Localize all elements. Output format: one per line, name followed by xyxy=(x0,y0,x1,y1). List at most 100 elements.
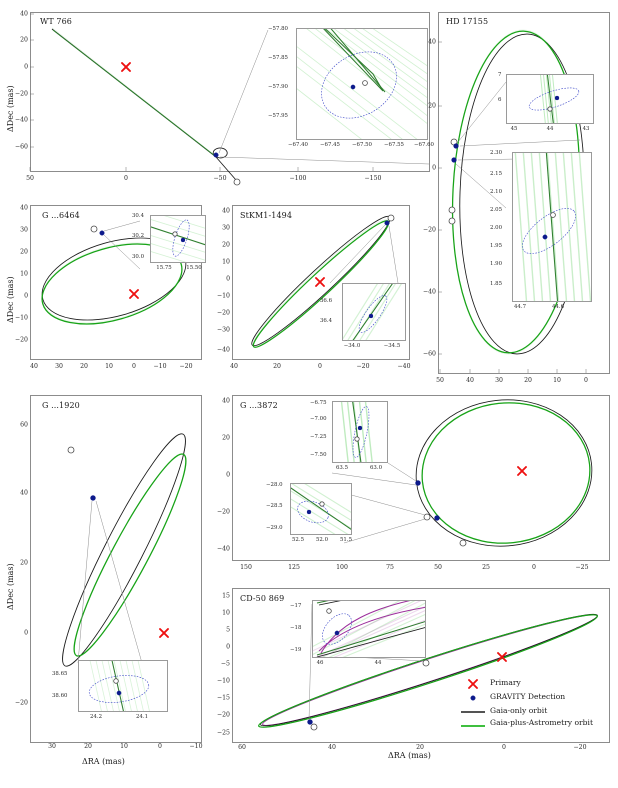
orbit-plot-g1920 xyxy=(62,433,187,667)
x-tick: 40 xyxy=(466,377,474,384)
y-tick: −20 xyxy=(14,336,28,344)
gravity-detection-point xyxy=(453,143,459,149)
x-tick: −25 xyxy=(575,564,589,571)
y-tick: 20 xyxy=(20,559,28,567)
plot-frame xyxy=(232,205,410,360)
inset-y-tick: 2.05 xyxy=(490,207,503,213)
x-tick: 100 xyxy=(336,564,348,571)
node-marker xyxy=(387,214,395,222)
inset-x-tick: 24.1 xyxy=(135,714,149,720)
inset-g1920: 38.65 38.60 24.2 24.1 xyxy=(52,660,172,728)
inset-g3872-upper: −6.75 −7.00 −7.25 −7.50 63.5 63.0 xyxy=(310,400,392,477)
inset-x-tick: 44 xyxy=(546,126,554,132)
inset-x-tick: 44.7 xyxy=(513,304,527,310)
green-line-icon xyxy=(461,725,485,727)
inset-leader-line xyxy=(103,234,141,270)
x-tick: 0 xyxy=(584,377,588,384)
inset-y-tick: −57.85 xyxy=(268,55,288,61)
gaia-plus-astrometry-orbit xyxy=(73,453,187,657)
x-tick: −150 xyxy=(364,175,382,182)
inset-y-tick: 6 xyxy=(498,97,502,103)
inset-leader-line xyxy=(218,29,269,154)
y-tick: 40 xyxy=(428,38,436,46)
inset-y-tick: 30.4 xyxy=(132,213,145,219)
x-tick: −20 xyxy=(179,363,193,370)
inset-y-tick: 2.00 xyxy=(490,225,503,231)
node-marker xyxy=(354,436,360,442)
y-tick: −40 xyxy=(14,116,28,124)
x-tick: 30 xyxy=(495,377,503,384)
x-tick: −10 xyxy=(189,743,203,750)
inset-plot xyxy=(313,601,425,657)
node-marker xyxy=(233,178,241,186)
y-tick: 40 xyxy=(20,489,28,497)
panel-title: G ...1920 xyxy=(42,401,80,410)
gravity-detection-point xyxy=(415,480,421,486)
plot-frame xyxy=(232,588,610,743)
error-ellipse xyxy=(321,51,397,119)
x-tick: −40 xyxy=(397,363,411,370)
panel-hd17155: HD 17155 40 20 0 −20 −40 −60 50 40 30 20… xyxy=(423,12,610,384)
node-marker xyxy=(459,539,467,547)
orbit-segment xyxy=(318,606,425,652)
y-tick: 0 xyxy=(24,292,28,300)
y-tick: −60 xyxy=(422,350,436,358)
y-tick: 0 xyxy=(226,471,230,479)
x-tick: 40 xyxy=(30,363,38,370)
inset-y-tick: −7.25 xyxy=(310,434,327,440)
y-tick: −10 xyxy=(14,314,28,322)
x-tick: 150 xyxy=(240,564,252,571)
inset-plot xyxy=(151,216,205,262)
figure-legend: Primary GRAVITY Detection Gaia-only orbi… xyxy=(460,678,606,736)
y-tick: −25 xyxy=(216,729,230,737)
legend-label: Gaia-only orbit xyxy=(490,706,548,715)
inset-y-tick: 2.15 xyxy=(490,171,503,177)
legend-label: GRAVITY Detection xyxy=(490,692,566,701)
x-tick: −100 xyxy=(289,175,307,182)
x-tick: 10 xyxy=(553,377,561,384)
panel-title: G ...6464 xyxy=(42,211,80,220)
inset-y-tick: −18 xyxy=(290,625,302,631)
inset-y-tick: −29.0 xyxy=(266,525,283,531)
plot-frame xyxy=(30,395,202,743)
inset-x-tick: 44 xyxy=(374,660,382,666)
inset-hd17155-lower: 2.30 2.15 2.10 2.05 2.00 1.95 1.90 1.85 … xyxy=(490,150,614,322)
y-tick: −20 xyxy=(216,711,230,719)
error-ellipse xyxy=(172,219,190,257)
inset-y-tick: 1.90 xyxy=(490,261,503,267)
y-tick: 5 xyxy=(226,626,230,634)
gravity-detection-point xyxy=(99,230,105,236)
x-tick: 20 xyxy=(84,743,92,750)
y-tick: −20 xyxy=(216,309,230,317)
inset-leader-line xyxy=(77,500,93,664)
x-tick: 0 xyxy=(318,363,322,370)
y-axis-label: ΔDec (mas) xyxy=(6,563,15,610)
x-tick: 0 xyxy=(132,363,136,370)
x-tick: 0 xyxy=(502,744,506,751)
inset-y-tick: −7.50 xyxy=(310,452,327,458)
primary-marker xyxy=(159,628,169,638)
gravity-detection-point xyxy=(451,157,457,163)
plot-frame xyxy=(438,12,610,374)
legend-label: Primary xyxy=(490,678,521,687)
y-tick: −30 xyxy=(216,326,230,334)
y-tick: 20 xyxy=(20,248,28,256)
inset-x-tick: 46 xyxy=(316,660,324,666)
orbit-plot-cd50869 xyxy=(258,603,598,731)
inset-y-tick: −7.00 xyxy=(310,416,327,422)
inset-y-tick: 30.0 xyxy=(132,254,145,260)
inset-y-tick: 1.85 xyxy=(490,281,503,287)
error-ellipse xyxy=(322,613,352,645)
inset-g6464: 30.4 30.2 30.0 15.75 15.50 xyxy=(132,213,206,277)
panel-title: WT 766 xyxy=(40,17,72,26)
legend-label: Gaia-plus-Astrometry orbit xyxy=(490,718,594,727)
gaia-plus-astrometry-orbit xyxy=(421,402,591,544)
y-tick: 20 xyxy=(222,241,230,249)
x-axis-label: ΔRA (mas) xyxy=(82,757,125,766)
panel-title: G ...3872 xyxy=(240,401,278,410)
orbit-segment xyxy=(111,661,124,711)
inset-plot xyxy=(340,402,373,462)
inset-leader-line xyxy=(103,220,141,232)
y-tick: 15 xyxy=(222,592,230,600)
node-marker xyxy=(448,217,456,225)
